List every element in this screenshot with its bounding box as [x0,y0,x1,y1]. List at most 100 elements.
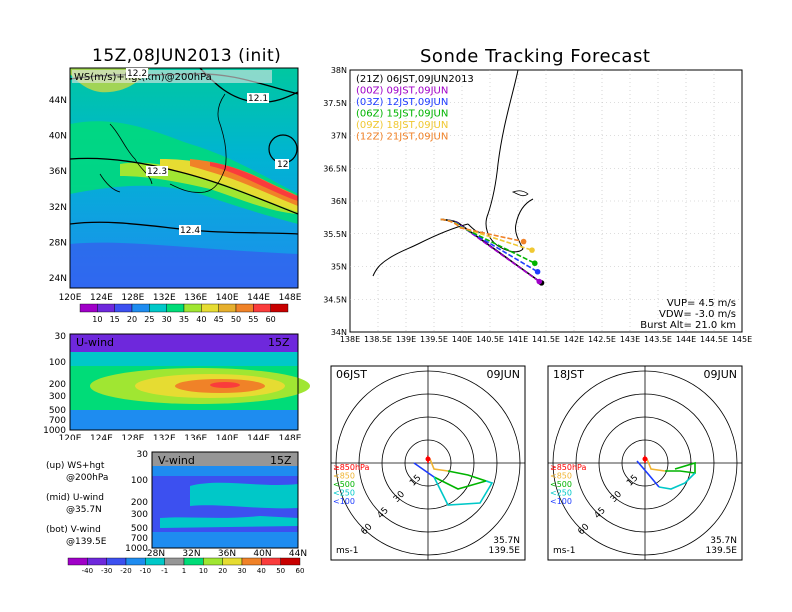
u-wind-top [70,334,298,352]
coastlines [99,93,227,193]
map-y-tick: 36N [49,167,67,177]
hodo-level: <250 [333,489,355,498]
hodo-unit: ms-1 [336,546,358,556]
u-wind-time: 15Z [268,336,290,349]
colorbar-tick: 15 [110,315,120,324]
u-wind-frame [69,333,299,431]
colorbar-swatch [131,303,150,313]
colorbar-tick: 35 [179,315,189,324]
track-param: VDW= -3.0 m/s [659,309,736,320]
map-frame [69,67,299,289]
contour-label: 12.4 [180,226,200,236]
v-wind-time: 15Z [270,454,292,467]
colorbar-tick: 50 [276,567,285,573]
v-x-tick: 44N [289,549,307,559]
u-x-tick: 148E [279,434,302,440]
track-legend-item: (12Z) 21JST,09JUN [356,132,448,143]
u-x-tick: 136E [184,434,207,440]
track-x-tick: 145E [732,335,752,344]
track-y-tick: 37.5N [323,99,347,108]
v-x-tick: 40N [253,549,271,559]
colorbar-swatch [203,557,223,566]
v-y-tick: 700 [131,534,148,544]
track-y-tick: 36N [331,197,347,206]
track-grid [350,70,742,332]
hodo-level: <250 [550,489,572,498]
track-coastline [372,69,534,277]
contour-label: 12.2 [127,69,147,79]
sonde-track-panel: (21Z) 06JST,09JUN2013(00Z) 09JST,09JUN(0… [323,66,752,344]
colorbar-swatch [114,303,133,313]
hodo-level: <100 [333,497,355,506]
track-x-tick: 138.5E [364,335,392,344]
track-legend-item: (00Z) 09JST,09JUN [356,86,448,97]
left-title: 15Z,08JUN2013 (init) [92,46,282,66]
colorbar-swatch [235,303,254,313]
track-y-tick: 35.5N [323,230,347,239]
track-endpoint [532,260,538,267]
tracks [440,218,545,286]
hodo-date: 09JUN [703,368,737,381]
colorbar-tick: 25 [144,315,154,324]
colorbar-swatch [149,303,167,313]
u-x-tick: 132E [153,434,176,440]
map-y-ticks: 24N 28N 32N 36N 40N 44N [49,96,67,284]
track-x-tick: 138E [340,335,360,344]
legend-line: @35.7N [66,505,102,515]
colorbar-tick: -10 [140,567,151,573]
map-y-tick: 40N [49,132,67,142]
u-y-tick: 200 [49,380,66,390]
hodo-time: 06JST [336,368,367,381]
map-x-ticks: 120E 124E 128E 132E 136E 140E 144E 148E [59,293,302,303]
colorbar-tick: -40 [82,567,93,573]
hodo-date: 09JUN [486,368,520,381]
track-x-tick: 143.5E [644,335,672,344]
track-x-tick: 140.5E [476,335,504,344]
track-legend: (21Z) 06JST,09JUN2013(00Z) 09JST,09JUN(0… [356,74,474,143]
legend-line: (mid) U-wind [46,493,104,503]
track-x-ticks: 138E 138.5E 139E 139.5E 140E 140.5E 141E 141.5E… [340,335,752,344]
track-x-tick: 141E [508,335,528,344]
wind-core-red [210,162,298,201]
u-x-ticks: 120E 124E 128E 132E 136E 140E 144E 148E [59,434,302,440]
colorbar-tick: -1 [161,567,168,573]
wind-band-south [70,242,298,288]
wind-band-yellow [160,159,298,212]
u-y-tick: 100 [49,358,66,368]
colorbar-tick: 60 [266,315,276,324]
track-param: Burst Alt= 21.0 km [640,320,736,331]
colorbar-swatch [280,557,301,566]
colorbar-tick: 40 [196,315,206,324]
track-x-tick: 144.5E [700,335,728,344]
colorbar-swatch [183,557,204,566]
hodo-trace [636,460,660,488]
legend-line: (bot) V-wind [46,525,101,535]
colorbar-tick: 20 [127,315,137,324]
track-endpoint [529,247,535,253]
hodo-origin [642,456,648,462]
colorbar-tick: 40 [257,567,266,573]
track-y-tick: 35N [331,263,347,272]
map-y-tick: 32N [49,203,67,213]
hodo-trace [429,458,449,472]
map-y-tick: 44N [49,96,67,106]
v-x-tick: 28N [147,549,165,559]
map-x-tick: 136E [184,293,207,303]
colorbar-swatch [201,303,219,313]
colorbar-swatch [164,557,185,566]
track-y-tick: 38N [331,66,347,75]
map-x-tick: 132E [153,293,176,303]
v-y-tick: 30 [137,450,149,460]
colorbar-tick: 30 [162,315,172,324]
v-y-tick: 200 [131,498,148,508]
map-x-tick: 140E [216,293,239,303]
panel-legend: (up) WS+hgt @200hPa (mid) U-wind @35.7N (b… [46,460,108,548]
track-y-ticks: 34N 34.5N 35N 35.5N 36N 36.5N 37N 37.5N 38N [323,66,347,337]
track-x-tick: 142.5E [588,335,616,344]
u-y-tick: 300 [49,392,66,402]
track-endpoint [534,268,541,275]
track-x-tick: 140E [452,335,472,344]
track-line [440,218,524,243]
